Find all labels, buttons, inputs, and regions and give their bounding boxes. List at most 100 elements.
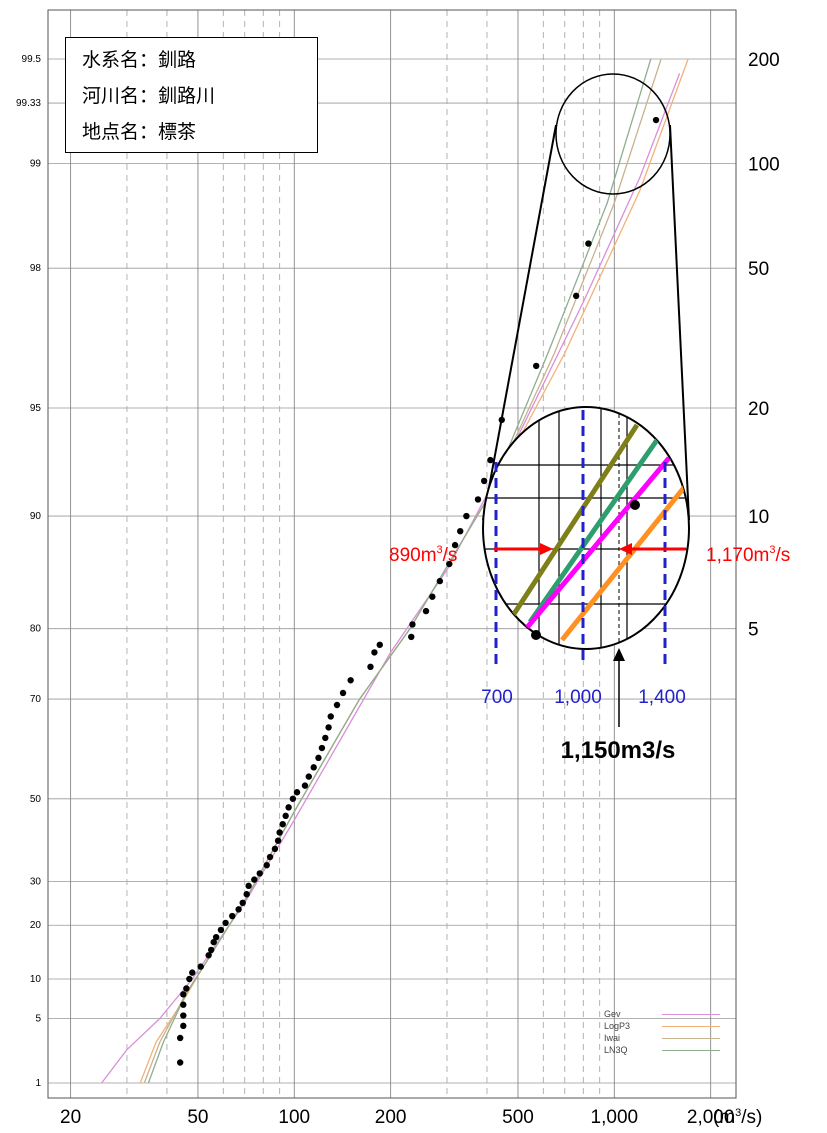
y-right-tick-label: 20 <box>748 399 769 420</box>
data-point <box>457 527 464 535</box>
curve-gev <box>101 73 681 1084</box>
fit-curves <box>101 58 689 1084</box>
data-point <box>256 870 263 877</box>
data-point <box>243 891 250 898</box>
water-system-name: 水系名：釧路 <box>82 49 197 71</box>
label-890: 890m3/s <box>389 544 457 566</box>
legend-entry: Iwai <box>604 1032 729 1044</box>
legend-entry: LN3Q <box>604 1044 729 1056</box>
data-point <box>180 1001 187 1008</box>
data-point <box>451 541 459 549</box>
arrow-890-head <box>540 543 553 555</box>
data-point <box>322 734 329 742</box>
y-right-tick-label: 50 <box>748 259 769 280</box>
legend-entry: Gev <box>604 1008 729 1020</box>
plot-frame <box>47 9 737 1099</box>
data-point <box>325 724 332 731</box>
data-point <box>367 663 374 671</box>
legend-swatch <box>662 1038 720 1039</box>
data-points <box>176 116 660 1066</box>
y-left-tick-label: 20 <box>30 920 42 931</box>
data-point <box>409 621 416 628</box>
legend-label: Gev <box>604 1009 621 1019</box>
data-point <box>429 593 436 600</box>
arrow-1170-head <box>619 543 632 555</box>
data-point <box>176 1059 184 1066</box>
data-point <box>276 829 283 836</box>
data-point <box>310 764 317 771</box>
y-left-tick-label: 10 <box>30 974 42 985</box>
data-point <box>183 985 190 992</box>
data-point <box>301 782 309 789</box>
data-point <box>222 919 229 927</box>
x-tick-label: 1,000 <box>591 1107 639 1128</box>
data-point <box>235 906 242 913</box>
lens-curve-gev <box>523 456 671 632</box>
data-point <box>207 946 215 954</box>
data-point <box>205 952 212 959</box>
data-point <box>274 837 282 844</box>
data-point <box>271 845 279 853</box>
legend-swatch <box>662 1014 720 1015</box>
callout-line-right <box>669 124 690 521</box>
data-point <box>572 292 580 300</box>
x-tick-label: 50 <box>187 1107 208 1128</box>
data-point <box>210 938 217 946</box>
zoom-source-circle <box>555 73 671 195</box>
data-point <box>289 795 297 802</box>
data-point <box>282 812 289 820</box>
label-1150: 1,150m3/s <box>561 737 676 764</box>
lens-point <box>531 630 541 640</box>
legend-label: Iwai <box>604 1033 621 1043</box>
data-point <box>180 1012 187 1019</box>
y-left-tick-label: 50 <box>30 794 42 805</box>
pointer-1150-head <box>613 648 625 661</box>
y-right-tick-label: 5 <box>748 620 759 641</box>
data-point <box>180 991 187 998</box>
point-name: 地点名：標茶 <box>82 121 197 143</box>
data-point <box>186 975 193 983</box>
y-left-tick-label: 99 <box>30 158 42 169</box>
x-unit-label: (m3/s) <box>713 1107 762 1128</box>
data-point <box>229 912 236 920</box>
x-tick-label: 500 <box>502 1107 534 1128</box>
y-left-tick-label: 90 <box>30 511 42 522</box>
data-point <box>305 773 312 780</box>
data-point <box>251 876 258 883</box>
river-name: 河川名：釧路川 <box>82 85 216 107</box>
data-point <box>245 882 252 890</box>
data-point <box>480 477 488 485</box>
data-point <box>293 789 301 796</box>
y-left-tick-label: 5 <box>35 1013 41 1024</box>
data-point <box>463 512 470 520</box>
inset-labels: 890m3/s 1,170m3/s 700 1,000 1,400 1,150m3/s <box>389 544 790 764</box>
lens-curve-iwai <box>509 423 640 619</box>
data-point <box>333 701 341 709</box>
data-point <box>422 607 430 615</box>
lens-axis-label: 700 <box>481 687 513 708</box>
data-point <box>532 362 540 370</box>
y-left-tick-label: 98 <box>30 263 42 274</box>
x-tick-label: 20 <box>60 1107 81 1128</box>
data-point <box>189 969 196 976</box>
data-point <box>408 633 415 641</box>
lens-curve-ln3q <box>527 438 660 624</box>
data-point <box>327 713 334 720</box>
y-right-tick-label: 10 <box>748 507 769 528</box>
legend-entry: LogP3 <box>604 1020 729 1032</box>
y-right-tick-label: 100 <box>748 154 780 175</box>
magnifier-callout <box>482 73 690 727</box>
data-point <box>318 744 326 752</box>
data-point <box>266 853 274 861</box>
y-left-tick-label: 95 <box>30 403 42 414</box>
y-left-tick-label: 99.33 <box>16 98 41 109</box>
legend-label: LogP3 <box>604 1021 631 1031</box>
data-point <box>315 754 322 762</box>
y-left-tick-label: 30 <box>30 877 42 888</box>
data-point <box>339 689 347 697</box>
curve-ln3q <box>147 58 652 1084</box>
legend-swatch <box>662 1050 720 1051</box>
lens-axis-label: 1,400 <box>638 687 686 708</box>
data-point <box>217 926 225 934</box>
